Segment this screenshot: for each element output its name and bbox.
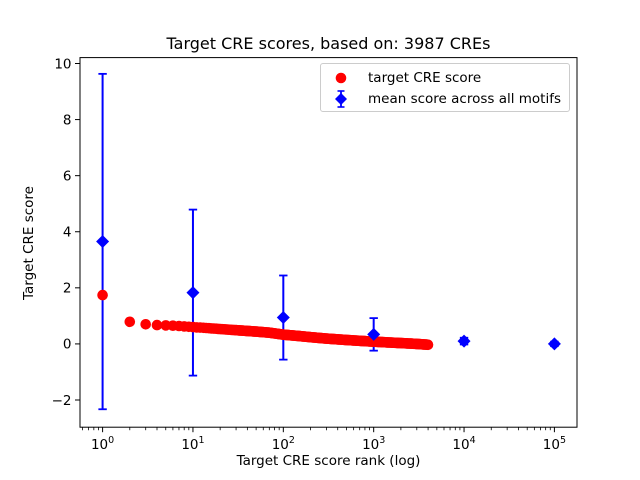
legend: target CRE score mean score across all m…: [320, 63, 570, 112]
legend-circle-marker-icon: [321, 70, 361, 86]
legend-item-mean-score: mean score across all motifs: [321, 88, 569, 109]
svg-text:103: 103: [362, 435, 385, 453]
legend-item-label: mean score across all motifs: [368, 90, 562, 107]
mean-score-points: [96, 235, 561, 351]
svg-text:0: 0: [63, 337, 72, 353]
x-axis-minor-ticks: [82, 427, 551, 431]
svg-text:2: 2: [63, 281, 72, 297]
svg-text:10: 10: [54, 56, 71, 72]
chart-title: Target CRE scores, based on: 3987 CREs: [166, 34, 491, 53]
x-axis-label: Target CRE score rank (log): [236, 453, 421, 469]
target-score-points: [97, 289, 434, 351]
legend-diamond-errorbar-marker-icon: [321, 89, 361, 109]
svg-text:8: 8: [63, 112, 72, 128]
svg-text:100: 100: [91, 435, 114, 453]
y-axis-tick-labels: −2 0 2 4 6 8 10: [52, 56, 72, 409]
x-axis-tick-labels: 100 101 102 103 104 105: [91, 435, 566, 453]
svg-text:6: 6: [63, 168, 72, 184]
mean-score-errorbars: [98, 72, 559, 411]
legend-item-target-score: target CRE score: [321, 67, 569, 88]
svg-text:101: 101: [181, 435, 204, 453]
svg-text:105: 105: [543, 435, 566, 453]
svg-text:4: 4: [63, 225, 72, 241]
svg-text:102: 102: [272, 435, 295, 453]
axes-frame: [79, 57, 578, 428]
svg-text:104: 104: [452, 435, 475, 453]
x-axis-major-ticks: [102, 427, 555, 433]
y-axis-ticks: [75, 62, 80, 401]
svg-text:−2: −2: [52, 393, 72, 409]
legend-item-label: target CRE score: [368, 69, 482, 86]
